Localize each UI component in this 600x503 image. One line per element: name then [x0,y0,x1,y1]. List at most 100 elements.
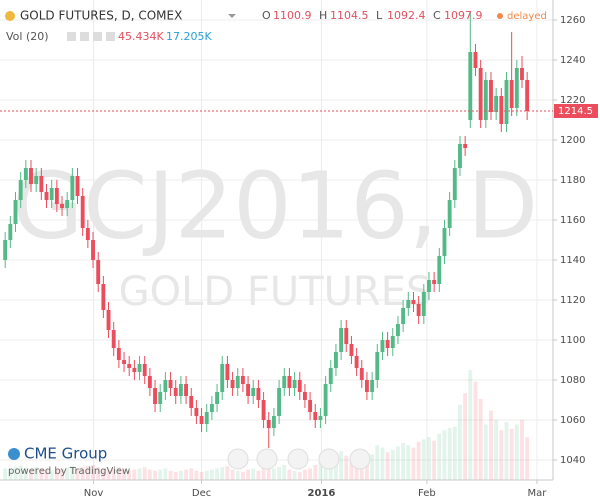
candle-body [396,324,400,336]
reset-button[interactable] [287,448,309,470]
status-dot [497,13,503,19]
x-tick-label: Dec [192,488,211,499]
volume-bar [483,424,488,480]
candle-body [39,176,44,192]
volume-bar [251,468,256,480]
candle-body [313,412,318,420]
volume-bar [447,427,452,480]
candle-body [178,384,183,396]
volume-bar [499,430,504,480]
volume-bar [452,426,457,480]
x-tick-label: Feb [418,488,436,499]
y-tick-label: 1060 [560,415,585,426]
volume-bar [225,466,230,480]
candle-body [287,376,292,388]
volume-bar [147,469,152,480]
volume-bar [122,469,126,480]
candle-body [282,376,287,388]
volume-bar [34,467,39,480]
volume-bar [54,469,59,480]
dropdown-icon[interactable] [228,14,236,18]
volume-bar [178,470,183,480]
candle-body [271,416,276,428]
candle-body [401,308,406,324]
zoom-out-button[interactable] [256,448,278,470]
ohlc-label: O [262,9,271,22]
candle-body [514,68,519,108]
watermark: GCJ2016, D GOLD FUTURES [12,152,538,315]
ohlc-label: L [376,9,383,22]
volume-bar [525,437,530,480]
candle-body [437,256,442,284]
volume-bar [101,468,106,480]
volume-bar [277,467,282,480]
volume-bar [458,404,462,480]
candle-body [473,52,478,68]
volume-bar [132,469,137,480]
candle-body [478,68,483,120]
candle-body [354,356,359,368]
icon-more[interactable] [106,32,115,41]
candle-body [452,168,457,200]
symbol-icon [5,11,15,21]
volume-title: Vol (20) [6,30,49,43]
volume-bar [375,445,380,480]
volume-bar [349,459,354,480]
x-tick-label: 2016 [308,488,336,499]
volume-bar [427,437,431,480]
volume-bar [261,467,266,480]
candle-body [209,404,214,412]
candle-body [3,240,8,260]
y-tick-label: 1260 [560,15,585,26]
candles [3,12,530,448]
zoom-in-button[interactable] [318,448,340,470]
scroll-left-button[interactable] [227,448,249,470]
candle-body [328,368,333,384]
volume-bar [282,464,287,480]
y-tick-label: 1140 [560,255,585,266]
candle-body [323,384,328,416]
volume-bar [478,398,483,480]
header: GOLD FUTURES, D, COMEX O 1100.9 H 1104.5 L 10… [5,9,547,43]
icon-close[interactable] [93,32,102,41]
y-tick-label: 1240 [560,55,585,66]
volume-bar [3,468,8,480]
candle-body [220,364,225,392]
candle-body [277,388,282,416]
volume-bar [137,468,142,480]
candle-body [251,388,256,396]
candle-body [96,260,101,284]
candle-body [463,144,468,148]
candle-body [199,416,204,424]
volume-bar [344,455,349,480]
volume-bar [463,393,468,480]
volume-bar [18,465,23,480]
ohlc-label: H [319,9,327,22]
volume-bar [60,468,64,480]
scroll-right-button[interactable] [349,448,371,470]
x-tick-label: Nov [84,488,104,499]
volume-bar [313,464,318,480]
volume-bar [215,468,220,480]
candle-body [111,330,116,348]
powered-by: powered by TradingView [8,466,130,477]
candle-body [494,96,499,112]
volume-bar [432,440,437,480]
icon-eye[interactable] [67,32,76,41]
volume-bar [44,469,49,480]
axes: 1040 1060 1080 1100 1120 1140 1160 1180 1200 1220… [0,15,598,499]
volume-bar [509,429,514,480]
icon-settings[interactable] [80,32,89,41]
volume-bar [256,470,261,480]
volume-bar [168,470,173,480]
candle-body [91,240,95,260]
candle-body [34,176,39,184]
volume-bar [271,468,276,480]
y-tick-label: 1120 [560,295,585,306]
volume-bar [390,449,395,480]
volume-bar [406,445,411,480]
watermark-name: GOLD FUTURES [119,269,432,315]
volume-bar [292,470,297,480]
volume-bar [318,462,323,480]
volume-value: 45.434K [118,30,164,43]
